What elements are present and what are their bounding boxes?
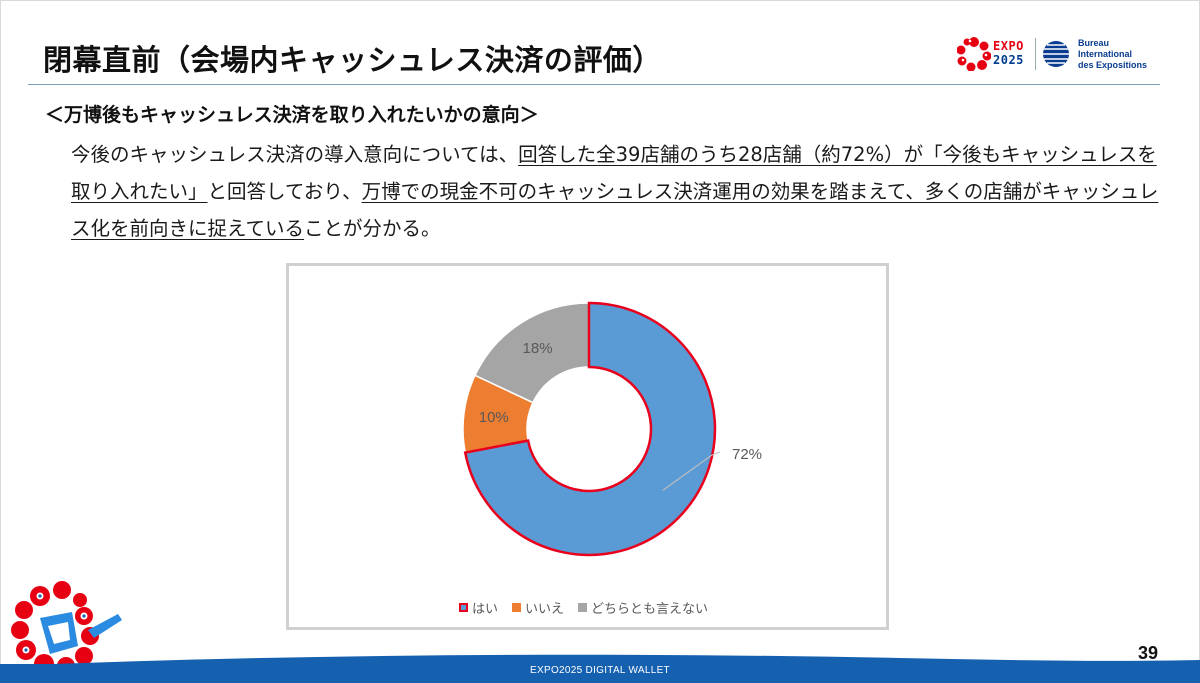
title-divider — [28, 84, 1160, 85]
legend-item-no: いいえ — [512, 598, 564, 617]
legend-swatch — [459, 603, 468, 612]
logo-divider — [1035, 38, 1036, 70]
bie-logo: Bureau International des Expositions — [1042, 38, 1162, 72]
paragraph-segment-underlined: 万博での現金不可のキャッシュレス決済運用の効果を踏まえて、多くの店舗がキャッシュ… — [71, 180, 1159, 240]
legend-label: はい — [472, 602, 499, 617]
legend-swatch — [512, 603, 522, 612]
chart-legend: はい いいえ どちらとも言えない — [459, 598, 708, 617]
data-label-0: 72% — [732, 446, 762, 463]
legend-label: どちらとも言えない — [591, 602, 709, 617]
footer-bar — [0, 664, 1200, 683]
expo-logo-year: 2025 — [993, 53, 1024, 67]
footer-brand: EXPO2025 DIGITAL WALLET — [530, 665, 670, 676]
bie-globe-icon — [1043, 41, 1069, 67]
page-title: 閉幕直前（会場内キャッシュレス決済の評価） — [43, 43, 662, 77]
donut-slice-0 — [463, 301, 717, 557]
expo-logo-text: EXPO — [993, 39, 1024, 53]
donut-slice-2 — [473, 302, 590, 404]
legend-swatch — [578, 603, 588, 612]
myaku-myaku-mascot-icon — [11, 581, 122, 675]
legend-label: いいえ — [525, 602, 565, 617]
donut-chart: 72% 10% 18% はい いいえ どちらとも言えない — [286, 263, 889, 630]
section-subheading: ＜万博後もキャッシュレス決済を取り入れたいかの意向＞ — [45, 104, 539, 126]
donut-chart-svg: 72% 10% 18% — [462, 301, 762, 557]
bie-logo-line: International — [1078, 49, 1133, 59]
paragraph-segment: ことが分かる。 — [304, 217, 441, 240]
bie-logo-line: des Expositions — [1078, 60, 1148, 70]
legend-item-neutral: どちらとも言えない — [578, 598, 708, 617]
paragraph-segment: と回答しており、 — [207, 180, 362, 203]
body-paragraph: 今後のキャッシュレス決済の導入意向については、回答した全39店舗のうち28店舗（… — [71, 136, 1161, 247]
label-leader-line — [662, 451, 721, 491]
expo2025-logo: EXPO 2025 — [957, 35, 1037, 75]
paragraph-segment-underlined: 回答した全39店舗のうち28店舗（約72%）が「今後もキャッシュレスを取り入れた… — [71, 143, 1157, 203]
legend-item-yes: はい — [459, 598, 498, 617]
expo-logo-icon — [957, 37, 991, 71]
paragraph-segment: 今後のキャッシュレス決済の導入意向については、 — [71, 143, 519, 166]
data-label-1: 10% — [479, 409, 509, 426]
bie-logo-line: Bureau — [1078, 38, 1110, 48]
data-label-2: 18% — [523, 340, 553, 357]
page-number: 39 — [1138, 643, 1159, 663]
